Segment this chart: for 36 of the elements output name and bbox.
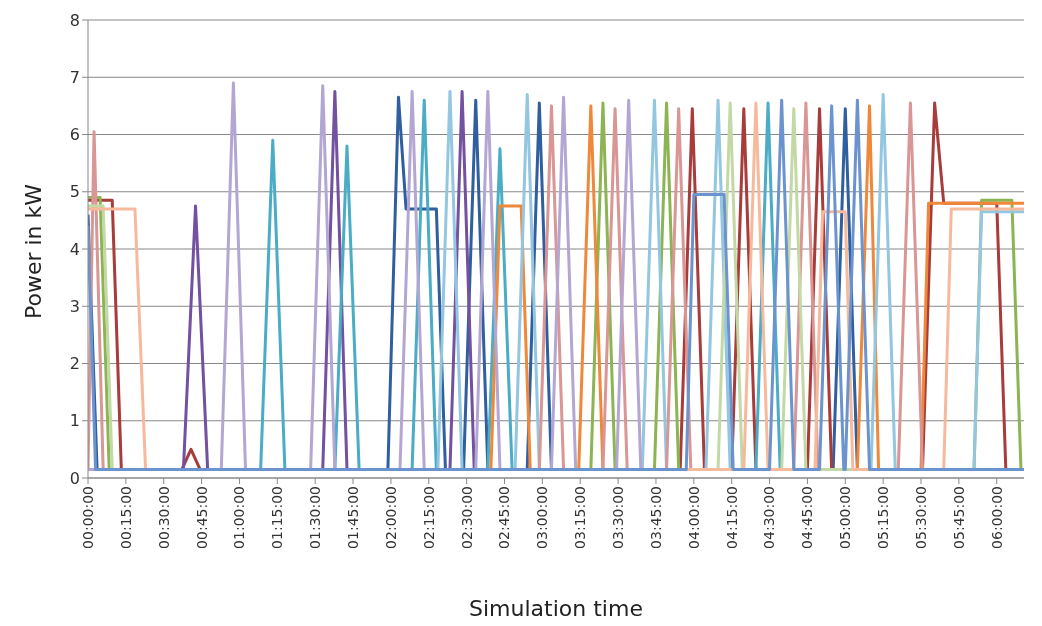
y-tick-label: 4 xyxy=(69,239,80,259)
x-tick-label: 04:45:00 xyxy=(799,486,816,549)
y-tick-label: 0 xyxy=(69,468,80,488)
y-tick-label: 3 xyxy=(69,296,80,316)
x-tick-label: 06:00:00 xyxy=(988,486,1005,549)
y-tick-label: 7 xyxy=(69,67,80,87)
x-tick-label: 05:00:00 xyxy=(837,486,854,549)
x-tick-label: 04:00:00 xyxy=(685,486,702,549)
x-axis-title: Simulation time xyxy=(469,596,643,621)
x-tick-label: 01:30:00 xyxy=(307,486,324,549)
x-tick-label: 03:00:00 xyxy=(534,486,551,549)
y-tick-label: 6 xyxy=(69,125,80,145)
x-tick-label: 03:15:00 xyxy=(572,486,589,549)
x-tick-label: 02:45:00 xyxy=(496,486,513,549)
x-tick-label: 05:15:00 xyxy=(875,486,892,549)
x-tick-label: 03:45:00 xyxy=(647,486,664,549)
x-tick-label: 05:45:00 xyxy=(950,486,967,549)
x-tick-label: 05:30:00 xyxy=(912,486,929,549)
x-tick-label: 02:30:00 xyxy=(458,486,475,549)
x-tick-label: 01:45:00 xyxy=(344,486,361,549)
x-tick-label: 00:00:00 xyxy=(79,486,96,549)
y-axis-title: Power in kW xyxy=(20,183,46,319)
y-tick-label: 2 xyxy=(69,354,80,374)
x-tick-label: 03:30:00 xyxy=(610,486,627,549)
x-tick-label: 01:15:00 xyxy=(269,486,286,549)
x-tick-label: 04:30:00 xyxy=(761,486,778,549)
y-tick-label: 5 xyxy=(69,182,80,202)
x-tick-label: 04:15:00 xyxy=(723,486,740,549)
y-tick-label: 8 xyxy=(69,10,80,30)
x-tick-label: 02:00:00 xyxy=(382,486,399,549)
y-tick-label: 1 xyxy=(69,411,80,431)
x-tick-label: 01:00:00 xyxy=(231,486,248,549)
x-tick-label: 00:15:00 xyxy=(117,486,134,549)
x-tick-label: 00:30:00 xyxy=(155,486,172,549)
x-tick-label: 00:45:00 xyxy=(193,486,210,549)
x-tick-label: 02:15:00 xyxy=(420,486,437,549)
